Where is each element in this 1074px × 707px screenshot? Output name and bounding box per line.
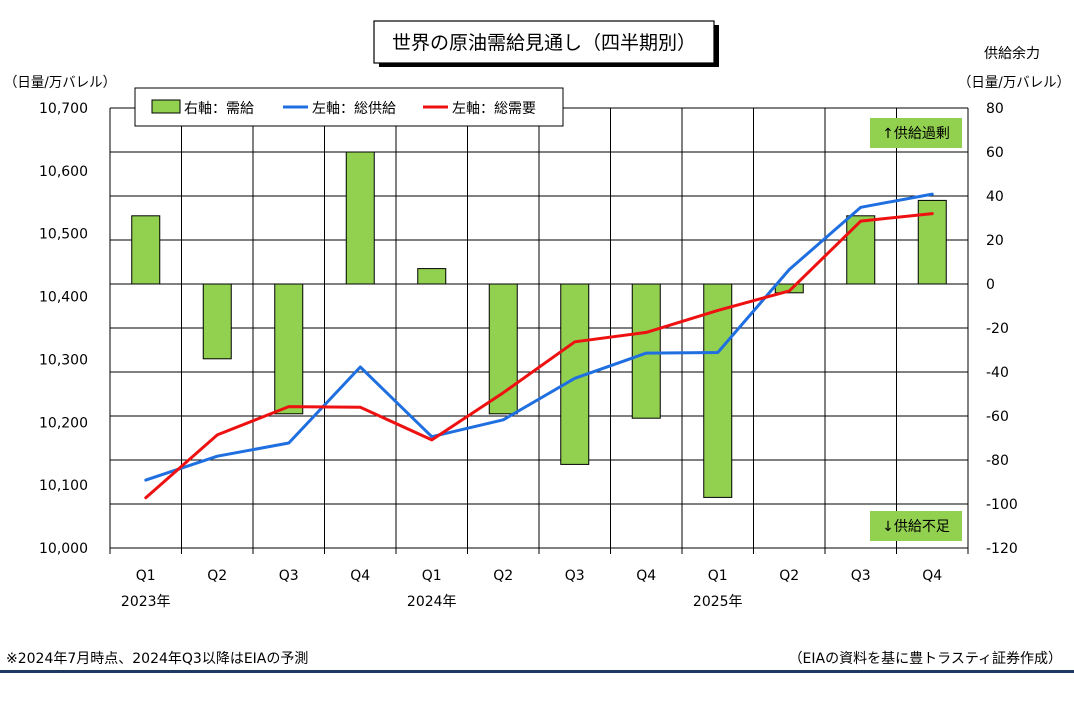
footer-rule — [0, 670, 1074, 673]
balance-bar — [631, 283, 661, 419]
right-tick-label: 40 — [986, 189, 1004, 205]
balance-bar — [417, 268, 447, 285]
right-tick-label: 80 — [986, 101, 1004, 117]
left-tick-label: 10,200 — [39, 415, 88, 431]
legend-label-demand: 左軸：総需要 — [452, 101, 536, 117]
x-tick-label: Q2 — [207, 568, 227, 584]
tick-labels: -120 -100 -80 -60 -40 -20 0 20 40 60 80 10,000 10,10… — [39, 101, 1018, 610]
balance-bar — [345, 151, 375, 285]
surplus-annotation-box — [870, 118, 962, 148]
right-tick-label: 0 — [986, 277, 995, 293]
x-tick-label: Q1 — [136, 568, 156, 584]
left-tick-label: 10,000 — [39, 541, 88, 557]
grid — [110, 107, 968, 549]
left-tick-label: 10,500 — [39, 227, 88, 243]
left-tick-label: 10,400 — [39, 290, 88, 306]
right-tick-label: -20 — [986, 321, 1009, 337]
balance-bar — [774, 283, 804, 294]
legend-label-balance: 右軸：需給 — [184, 101, 254, 117]
right-tick-label: 20 — [986, 233, 1004, 249]
balance-bar — [202, 283, 232, 360]
right-tick-label: -60 — [986, 409, 1009, 425]
left-tick-label: 10,100 — [39, 478, 88, 494]
surplus-annotation: ↑供給過剰 — [882, 126, 950, 142]
right-axis-title: 供給余力 — [984, 45, 1040, 62]
deficit-annotation-box — [870, 511, 962, 541]
plot-frame — [109, 108, 969, 554]
x-tick-label: Q4 — [350, 568, 370, 584]
legend-swatch-balance — [151, 99, 181, 114]
chart-title: 世界の原油需給見通し（四半期別） — [392, 32, 696, 54]
x-tick-label: Q2 — [779, 568, 799, 584]
right-tick-label: -80 — [986, 453, 1009, 469]
balance-bar — [131, 215, 161, 285]
deficit-annotation: ↓供給不足 — [882, 519, 950, 535]
balance-bar — [846, 215, 876, 285]
x-tick-label: Q4 — [922, 568, 942, 584]
x-tick-label: Q2 — [493, 568, 513, 584]
line-series — [144, 192, 934, 500]
left-tick-label: 10,300 — [39, 352, 88, 368]
x-tick-label: Q1 — [708, 568, 728, 584]
year-label: 2023年 — [121, 594, 171, 610]
right-tick-label: -100 — [986, 497, 1018, 513]
footer-source: （EIAの資料を基に豊トラスティ証券作成） — [789, 650, 1062, 667]
total-demand-line — [144, 212, 934, 500]
balance-bar — [703, 283, 733, 498]
right-axis-unit: （日量/万バレル） — [958, 75, 1070, 91]
year-label: 2024年 — [407, 594, 457, 610]
x-tick-label: Q3 — [851, 568, 871, 584]
x-tick-label: Q4 — [636, 568, 656, 584]
legend-box — [134, 87, 564, 127]
total-supply-line — [144, 192, 934, 482]
right-tick-label: -120 — [986, 541, 1018, 557]
x-tick-label: Q3 — [279, 568, 299, 584]
right-tick-label: -40 — [986, 365, 1009, 381]
x-tick-label: Q3 — [565, 568, 585, 584]
left-tick-label: 10,600 — [39, 164, 88, 180]
bar-series — [131, 151, 947, 498]
left-tick-label: 10,700 — [39, 101, 88, 117]
balance-bar — [274, 283, 304, 415]
legend-label-supply: 左軸：総供給 — [312, 101, 396, 117]
legend: 右軸：需給 左軸：総供給 左軸：総需要 — [134, 87, 564, 127]
left-axis-unit: （日量/万バレル） — [4, 75, 116, 91]
title-box — [373, 20, 715, 64]
right-tick-label: 60 — [986, 145, 1004, 161]
x-tick-label: Q1 — [422, 568, 442, 584]
footer-note: ※2024年7月時点、2024年Q3以降はEIAの予測 — [6, 651, 308, 667]
year-label: 2025年 — [693, 594, 743, 610]
